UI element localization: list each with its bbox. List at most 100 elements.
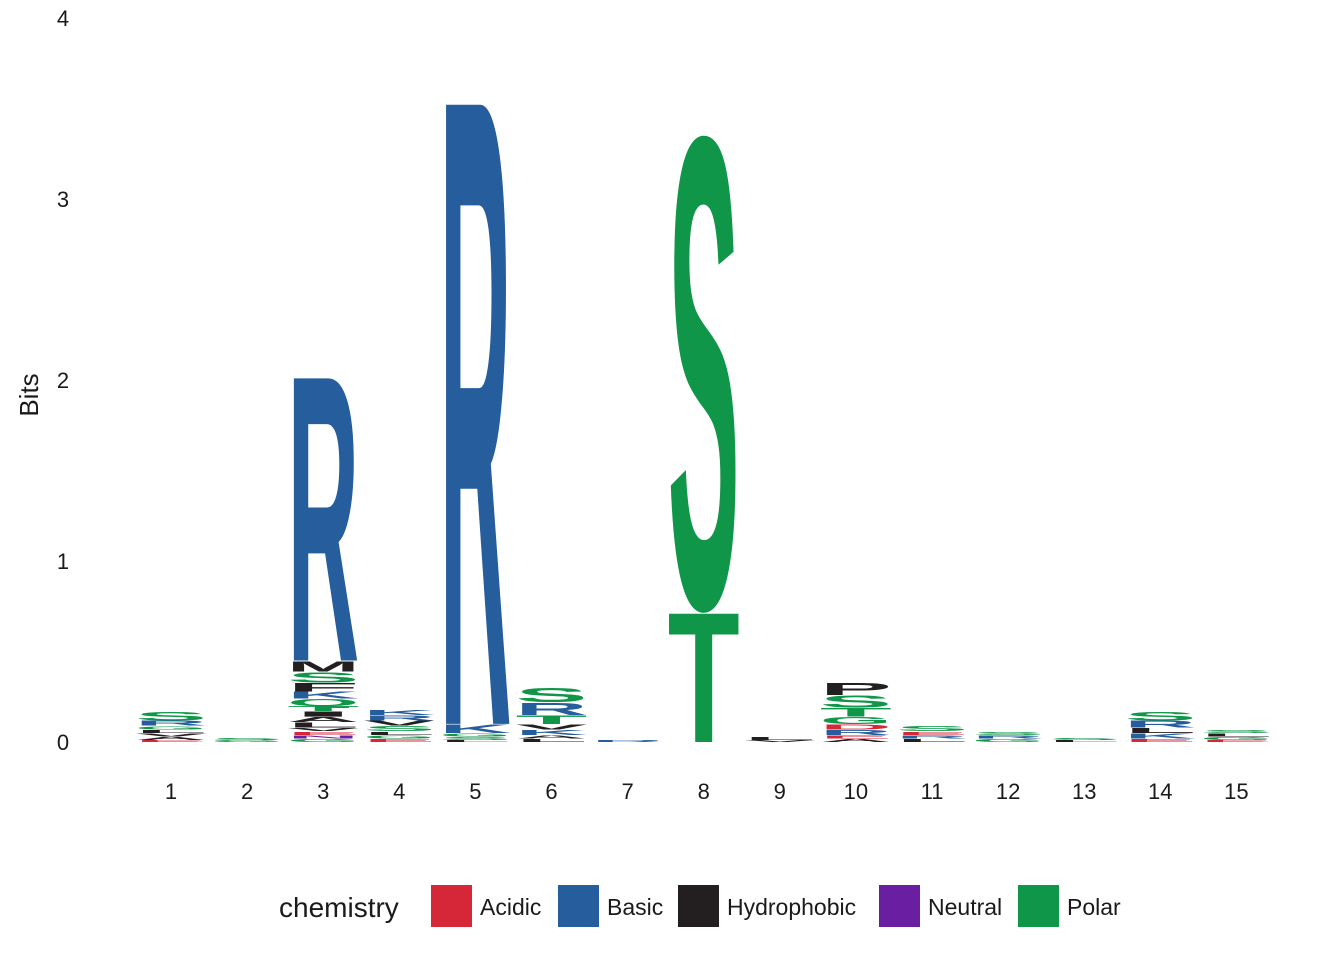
x-tick-label: 13 (1072, 779, 1096, 804)
logo-letter: D (820, 723, 892, 731)
logo-letter: G (135, 725, 207, 731)
legend-label: Neutral (928, 894, 1002, 920)
logo-letter: K (363, 708, 435, 716)
logo-letter: K (287, 690, 359, 701)
y-axis-title: Bits (14, 373, 44, 416)
x-tick-label: 8 (698, 779, 710, 804)
logo-letter: L (1048, 740, 1120, 743)
legend-swatch (558, 885, 599, 927)
logo-letter: L (896, 738, 968, 744)
logo-letter: S (1048, 738, 1120, 741)
logo-letter: R (896, 734, 968, 740)
x-tick-label: 1 (165, 779, 177, 804)
logo-letter: L (744, 736, 816, 742)
logo-letter: R (135, 719, 207, 727)
legend-items: Acidic Basic Hydrophobic Neutral Polar (431, 885, 1121, 927)
logo-letter: R (1124, 719, 1196, 730)
logo-letter: E (135, 740, 207, 743)
logo-letter: R (820, 728, 892, 736)
logo-letter: R (972, 734, 1044, 740)
logo-letter: Q (287, 697, 359, 708)
y-tick-label: 1 (57, 549, 69, 574)
logo-letter: T (820, 705, 892, 719)
logo-letter: S (820, 692, 892, 711)
logo-letter: K (1124, 732, 1196, 740)
logo-letter: S (1124, 709, 1196, 723)
y-tick-label: 3 (57, 187, 69, 212)
logo-letter: E (820, 734, 892, 740)
x-tick-label: 11 (921, 779, 944, 804)
legend-label: Polar (1067, 894, 1121, 920)
logo-letter: E (1124, 738, 1196, 744)
logo-letter: S (668, 0, 740, 750)
logo-letter: P (820, 679, 892, 698)
logo-letter: V (287, 727, 359, 733)
logo-letter: L (363, 730, 435, 736)
logo-letter: S (211, 738, 283, 741)
legend: chemistry Acidic Basic Hydrophobic Neutral P… (279, 885, 1121, 927)
logo-letter: I (287, 710, 359, 718)
x-tick-label: 10 (844, 779, 868, 804)
logo-letter: R (287, 291, 359, 749)
logo-letter: S (972, 730, 1044, 736)
y-tick-label: 0 (57, 730, 69, 755)
legend-swatch (879, 885, 920, 927)
logo-letter: V (516, 723, 588, 731)
logo-letter: A (516, 734, 588, 740)
logo-letter: M (287, 658, 359, 675)
logo-letter: L (135, 729, 207, 735)
logo-letter: E (1200, 740, 1272, 743)
x-tick-label: 9 (774, 779, 786, 804)
y-axis-ticks: 0 1 2 3 4 (57, 6, 69, 755)
logo-letter: K (516, 728, 588, 736)
logo-letter: L (1124, 726, 1196, 734)
x-tick-label: 15 (1224, 779, 1248, 804)
logo-letter: S (363, 725, 435, 733)
logo-letter: V (744, 740, 816, 743)
logo-letter: L (1200, 732, 1272, 738)
logo-letter: T (516, 713, 588, 727)
legend-label: Acidic (480, 894, 541, 920)
logo-letter: G (820, 715, 892, 726)
legend-swatch (1018, 885, 1059, 927)
legend-swatch (678, 885, 719, 927)
y-tick-label: 2 (57, 368, 69, 393)
logo-letter: G (287, 738, 359, 744)
legend-swatch (431, 885, 472, 927)
logo-letter: R (439, 0, 511, 915)
logo-letter: F (287, 680, 359, 694)
x-tick-label: 5 (469, 779, 481, 804)
x-tick-label: 14 (1148, 779, 1172, 804)
logo-letter: S (135, 709, 207, 723)
logo-letter: E (896, 730, 968, 736)
logo-letter: E (363, 738, 435, 744)
logo-letter: A (135, 736, 207, 742)
logo-letter: L (287, 721, 359, 729)
logo-letter: G (211, 740, 283, 743)
x-tick-label: 6 (545, 779, 557, 804)
x-tick-label: 7 (621, 779, 633, 804)
logo-letter: G (972, 738, 1044, 744)
legend-label: Hydrophobic (727, 894, 856, 920)
logo-letter: S (1200, 729, 1272, 735)
logo-letter: S (439, 736, 511, 742)
logo-letter: A (287, 715, 359, 723)
logo-letter: G (439, 732, 511, 738)
x-axis-ticks: 1 2 3 4 5 6 7 8 9 10 11 12 13 14 15 (165, 779, 1249, 804)
logo-letter: S (287, 669, 359, 686)
legend-title: chemistry (279, 892, 399, 923)
logo-letter: V (363, 719, 435, 727)
logo-letter: V (135, 732, 207, 738)
logo-letter: T (287, 705, 359, 713)
logo-letter: N (287, 734, 359, 740)
logo-letter: R (363, 714, 435, 722)
x-tick-label: 3 (317, 779, 329, 804)
y-tick-label: 4 (57, 6, 69, 31)
logo-letter: R (592, 740, 664, 743)
logo-letter: G (363, 734, 435, 740)
x-tick-label: 12 (996, 779, 1020, 804)
logo-letter: R (516, 699, 588, 718)
